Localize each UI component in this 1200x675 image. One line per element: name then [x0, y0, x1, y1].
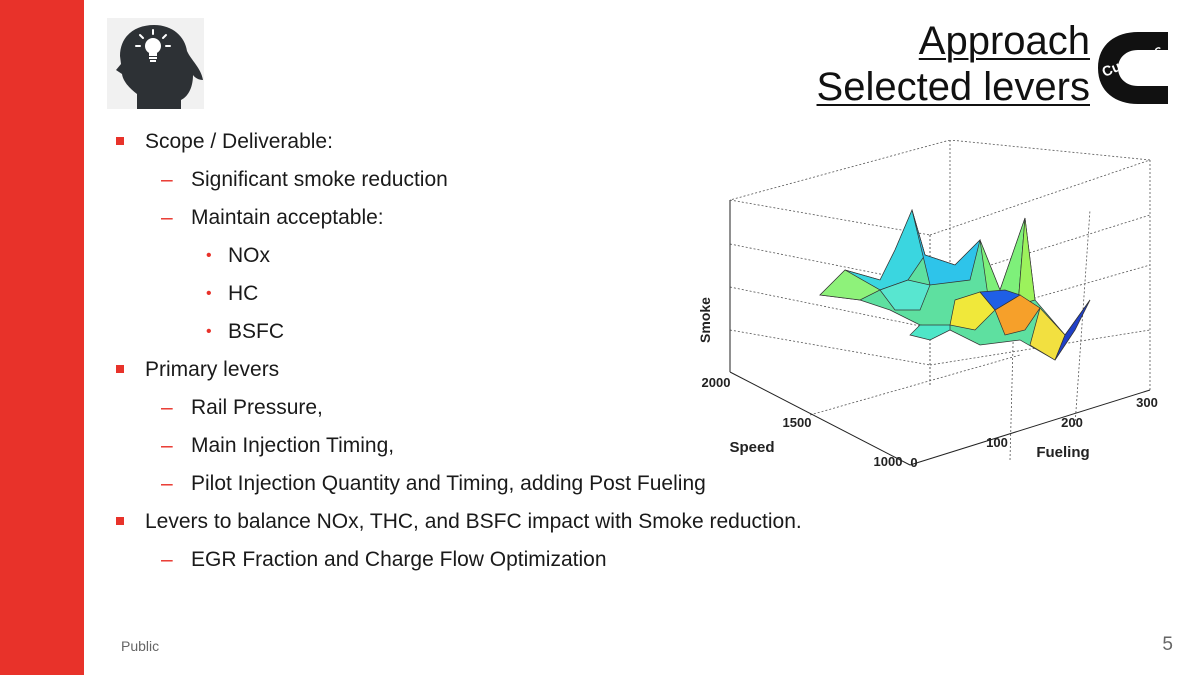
speed-tick-label: 1500: [783, 415, 812, 430]
bullet-text: NOx: [228, 244, 270, 267]
bullet-level-3: • BSFC: [116, 319, 896, 345]
bullet-text: Primary levers: [145, 358, 280, 381]
bullet-level-1: Scope / Deliverable:: [116, 129, 896, 155]
dot-bullet-icon: •: [206, 247, 212, 264]
cummins-logo: Cummins: [1094, 28, 1174, 106]
bullet-level-2: – Maintain acceptable:: [116, 205, 896, 231]
dash-bullet-icon: –: [161, 434, 173, 457]
bullet-text: Scope / Deliverable:: [145, 130, 333, 153]
bullet-text: BSFC: [228, 320, 285, 343]
fueling-tick-label: 100: [986, 435, 1008, 450]
slide-title: Approach Selected levers: [817, 18, 1090, 110]
fueling-tick-label: 200: [1061, 415, 1083, 430]
dash-bullet-icon: –: [161, 472, 173, 495]
y-axis-label: Speed: [729, 439, 774, 456]
dash-bullet-icon: –: [161, 548, 173, 571]
title-line-approach: Approach: [918, 19, 1090, 63]
left-accent-bar: [0, 0, 84, 675]
square-bullet-icon: [116, 365, 124, 373]
bullet-text: Significant smoke reduction: [191, 168, 448, 191]
head-lightbulb-icon: [107, 18, 204, 109]
bullet-level-1: Primary levers: [116, 357, 896, 383]
bullet-text: Levers to balance NOx, THC, and BSFC imp…: [145, 510, 802, 533]
bullet-level-2: – Pilot Injection Quantity and Timing, ad…: [116, 471, 896, 497]
bullet-text: Maintain acceptable:: [191, 206, 384, 229]
bullet-level-2: – Rail Pressure,: [116, 395, 896, 421]
fueling-tick-label: 0: [910, 455, 917, 470]
dash-bullet-icon: –: [161, 396, 173, 419]
z-axis-label: Smoke: [697, 297, 713, 343]
bullet-text: Main Injection Timing,: [191, 434, 395, 457]
bullet-level-3: • HC: [116, 281, 896, 307]
x-axis-label: Fueling: [1036, 444, 1089, 461]
footer-classification: Public: [121, 638, 160, 654]
speed-tick-label: 2000: [702, 375, 731, 390]
page-number: 5: [1162, 634, 1173, 655]
title-line-selected-levers: Selected levers: [816, 65, 1090, 109]
speed-tick-label: 1000: [874, 454, 903, 469]
bullet-text: Pilot Injection Quantity and Timing, add…: [191, 472, 706, 495]
bullet-level-3: • NOx: [116, 243, 896, 269]
dot-bullet-icon: •: [206, 323, 212, 340]
bullet-text: EGR Fraction and Charge Flow Optimizatio…: [191, 548, 607, 571]
dash-bullet-icon: –: [161, 206, 173, 229]
bullet-level-1: Levers to balance NOx, THC, and BSFC imp…: [116, 509, 896, 535]
bullet-level-2: – EGR Fraction and Charge Flow Optimizati…: [116, 547, 896, 573]
bullet-text: HC: [228, 282, 259, 305]
bullet-level-2: – Main Injection Timing,: [116, 433, 896, 459]
square-bullet-icon: [116, 517, 124, 525]
square-bullet-icon: [116, 137, 124, 145]
bullet-list: Scope / Deliverable: – Significant smoke r…: [116, 124, 896, 573]
smoke-surface-chart: 1000 1500 2000 0 100 200 300 Smoke Speed Fuel…: [680, 139, 1170, 485]
dash-bullet-icon: –: [161, 168, 173, 191]
dot-bullet-icon: •: [206, 285, 212, 302]
bullet-text: Rail Pressure,: [191, 396, 323, 419]
bullet-level-2: – Significant smoke reduction: [116, 167, 896, 193]
fueling-tick-label: 300: [1136, 395, 1158, 410]
